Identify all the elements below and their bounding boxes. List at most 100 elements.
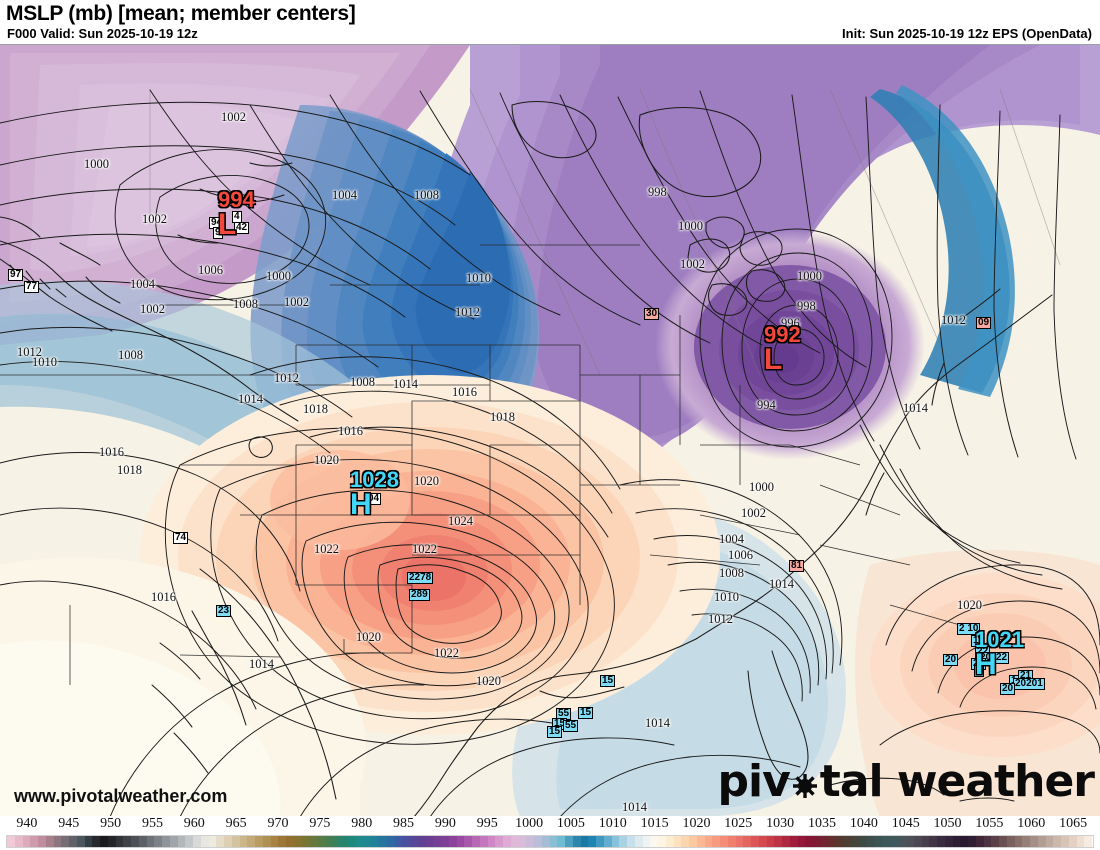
colorbar-swatch: [425, 836, 434, 847]
colorbar-swatch: [255, 836, 263, 847]
colorbar-swatch: [1037, 836, 1046, 847]
map-canvas[interactable]: 1002 1000 1004 1008 998 1000 1002 1002 1…: [0, 44, 1100, 817]
colorbar-swatch: [751, 836, 759, 847]
isobar-label: 1000: [797, 269, 822, 283]
colorbar-tick: 950: [100, 816, 122, 831]
colorbar-swatch: [22, 836, 31, 847]
colorbar-tick: 1010: [598, 816, 627, 831]
colorbar-swatch: [76, 836, 85, 847]
high-pressure-icon: H: [975, 648, 997, 681]
isobar-label: 1014: [249, 657, 274, 671]
colorbar-swatch: [1045, 836, 1054, 847]
member-center-chip: 55: [563, 720, 579, 732]
colorbar-tick: 1045: [891, 816, 920, 831]
colorbar-swatch: [898, 836, 906, 847]
member-center-chip: 04: [366, 493, 382, 505]
isobar-label: 1014: [622, 800, 647, 814]
isobar-label: 1002: [140, 302, 165, 316]
colorbar-swatch: [681, 836, 689, 847]
high-center-value: 1028: [350, 467, 399, 492]
colorbar-swatch: [92, 836, 100, 847]
colorbar-swatch: [503, 836, 511, 847]
colorbar-swatch: [1084, 836, 1092, 847]
isobar-label: 1006: [728, 548, 753, 562]
isobar-label: 1004: [332, 188, 357, 202]
isobar-label: 1010: [32, 355, 57, 369]
colorbar-tick: 1035: [808, 816, 836, 831]
isobar-label: 998: [797, 299, 816, 313]
isobar-label: 1016: [338, 424, 363, 438]
isobar-label: 1024: [448, 514, 473, 528]
member-center-chip: 77: [24, 281, 40, 293]
low-pressure-icon: L: [764, 343, 783, 376]
isobar-label: 1022: [434, 646, 459, 660]
high-pressure-center-1028: 1028 H: [350, 467, 399, 520]
member-center-chip: 20: [1000, 683, 1016, 695]
colorbar-swatch: [262, 836, 271, 847]
colorbar-tick: 955: [141, 816, 163, 831]
isobar-label: 1014: [903, 401, 928, 415]
colorbar-swatch: [991, 836, 999, 847]
colorbar-tick: 975: [309, 816, 331, 831]
colorbar-swatch: [278, 836, 286, 847]
colorbar-tick: 1025: [724, 816, 753, 831]
member-center-chip: 20: [943, 654, 959, 666]
colorbar-swatch: [952, 836, 961, 847]
colorbar-swatch: [588, 836, 596, 847]
isobar-label: 1018: [117, 463, 142, 477]
isobar-label: 1018: [490, 410, 515, 424]
member-center-chip: 74: [173, 532, 189, 544]
colorbar-tick: 1030: [766, 816, 795, 831]
isobar-label: 1020: [414, 474, 439, 488]
isobar-label: 1016: [99, 445, 124, 459]
colorbar-swatch: [340, 836, 348, 847]
isobar-label: 1004: [130, 277, 155, 291]
colorbar-swatch: [844, 836, 852, 847]
member-center-chip: 23: [216, 605, 232, 617]
isobar-label: 1010: [714, 590, 739, 604]
colorbar-swatch: [634, 836, 643, 847]
colorbar-swatch: [944, 836, 953, 847]
isobar-label: 998: [648, 185, 667, 199]
colorbar-swatch: [727, 836, 736, 847]
colorbar-swatch: [712, 836, 720, 847]
member-center-chip: 2278: [407, 572, 434, 584]
colorbar-swatch: [402, 836, 410, 847]
colorbar-tick-labels: 940 945 950 955 960 965 970 975 980 985 990 995 1000…: [0, 816, 1100, 834]
colorbar-swatch: [14, 836, 23, 847]
colorbar-swatch: [38, 836, 46, 847]
colorbar-swatch: [758, 836, 767, 847]
member-center-chip: 22: [994, 652, 1010, 664]
colorbar-swatch: [658, 836, 666, 847]
colorbar-swatch: [1030, 836, 1038, 847]
high-center-value: 1021: [975, 627, 1024, 652]
colorbar-tick: 965: [225, 816, 247, 831]
colorbar-tick: 960: [183, 816, 205, 831]
isobar-label: 1020: [476, 674, 501, 688]
isobar-label: 1014: [393, 377, 418, 391]
isobar-label: 1004: [719, 532, 744, 546]
colorbar-swatch: [541, 836, 550, 847]
mslp-contour-field: [0, 45, 1100, 817]
colorbar-swatch: [169, 836, 178, 847]
pivotal-weather-watermark: piv tal weather: [718, 756, 1095, 807]
colorbar-swatch: [572, 836, 581, 847]
colorbar-swatch: [1076, 836, 1085, 847]
isobar-label: 1014: [769, 577, 794, 591]
colorbar-swatch: [324, 836, 333, 847]
isobar-label: 1006: [198, 263, 223, 277]
colorbar-swatch: [433, 836, 441, 847]
colorbar-swatch: [7, 836, 15, 847]
colorbar-swatch: [534, 836, 542, 847]
colorbar-swatch: [441, 836, 449, 847]
isobar-label: 1008: [233, 297, 258, 311]
colorbar-swatch: [890, 836, 899, 847]
member-center-chip: 15: [547, 726, 563, 738]
colorbar-swatch: [301, 836, 310, 847]
colorbar-swatch: [611, 836, 620, 847]
colorbar-swatch: [960, 836, 968, 847]
colorbar-swatch: [828, 836, 837, 847]
colorbar-swatch: [596, 836, 604, 847]
colorbar-swatch: [797, 836, 806, 847]
colorbar-swatch: [348, 836, 356, 847]
